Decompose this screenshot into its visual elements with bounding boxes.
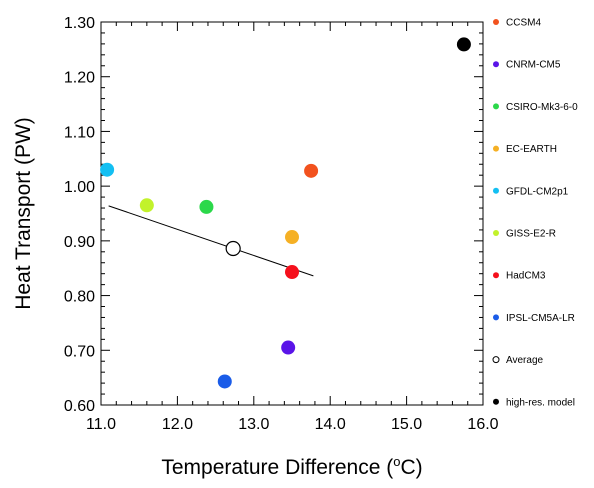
legend-label-average: Average [506,355,544,366]
point-average [225,240,241,257]
y-axis-title: Heat Transport (PW) [12,117,35,310]
point-high-res-model [456,37,471,52]
x-tick-label: 15.0 [391,416,422,433]
legend-marker-average [492,356,500,364]
legend-label-high-res-model: high-res. model [506,397,575,408]
point-ipsl-cm5a-lr [217,374,232,389]
legend-label-cnrm-cm5: CNRM-CM5 [506,60,561,71]
y-tick-label: 0.90 [64,234,95,251]
x-axis-title-end: C) [400,456,422,479]
point-gfdl-cm2p1 [100,162,115,177]
legend-label-ipsl-cm5a-lr: IPSL-CM5A-LR [506,313,575,324]
regression-line [108,205,314,277]
legend-label-ccsm4: CCSM4 [506,18,541,29]
x-tick-label: 11.0 [86,416,116,433]
y-tick-label: 1.20 [64,70,95,87]
y-tick-label: 0.70 [64,343,95,360]
legend-marker-cnrm-cm5 [493,61,499,68]
y-tick-label: 1.30 [64,15,95,32]
y-tick-label: 0.80 [64,289,95,306]
legend-marker-csiro-mk3-6-0 [493,103,499,110]
x-axis-title-superscript: o [393,454,400,469]
legend-marker-hadcm3 [493,272,499,279]
legend: CCSM4 CNRM-CM5 CSIRO-Mk3-6-0 EC-EARTH GFDL-C… [492,18,578,408]
point-csiro-mk3-6-0 [199,199,214,214]
point-ccsm4 [304,163,319,178]
plot-area: 11.0 12.0 13.0 14.0 15.0 16.0 0.60 0.70 0.80 0.9… [64,15,499,433]
x-tick-label: 16.0 [467,416,498,433]
x-axis: 11.0 12.0 13.0 14.0 15.0 16.0 [86,22,499,433]
y-tick-label: 1.10 [64,124,95,141]
y-tick-label: 0.60 [64,398,95,415]
legend-marker-high-res-model [493,398,499,405]
x-tick-label: 12.0 [162,416,193,433]
plot-frame [100,21,484,406]
legend-marker-ec-earth [493,145,499,152]
legend-marker-giss-e2-r [493,230,499,236]
y-tick-label: 1.00 [64,179,95,196]
x-axis-title-main: Temperature Difference ( [161,456,393,479]
legend-label-csiro-mk3-6-0: CSIRO-Mk3-6-0 [506,102,578,113]
point-ec-earth [285,230,299,245]
data-points [100,37,471,389]
x-tick-label: 13.0 [238,416,269,433]
legend-label-giss-e2-r: GISS-E2-R [506,229,556,240]
legend-marker-ccsm4 [493,19,499,25]
point-cnrm-cm5 [281,340,296,355]
point-giss-e2-r [139,198,154,213]
legend-label-gfdl-cm2p1: GFDL-CM2p1 [506,186,569,197]
legend-label-hadcm3: HadCM3 [506,271,546,282]
point-hadcm3 [285,265,299,280]
x-axis-title: Temperature Difference (oC) [161,454,422,479]
legend-marker-ipsl-cm5a-lr [493,314,499,321]
y-axis: 0.60 0.70 0.80 0.90 1.00 1.10 1.20 1.30 [64,15,483,415]
legend-label-ec-earth: EC-EARTH [506,144,557,155]
x-tick-label: 14.0 [315,416,346,433]
legend-marker-gfdl-cm2p1 [493,187,499,194]
